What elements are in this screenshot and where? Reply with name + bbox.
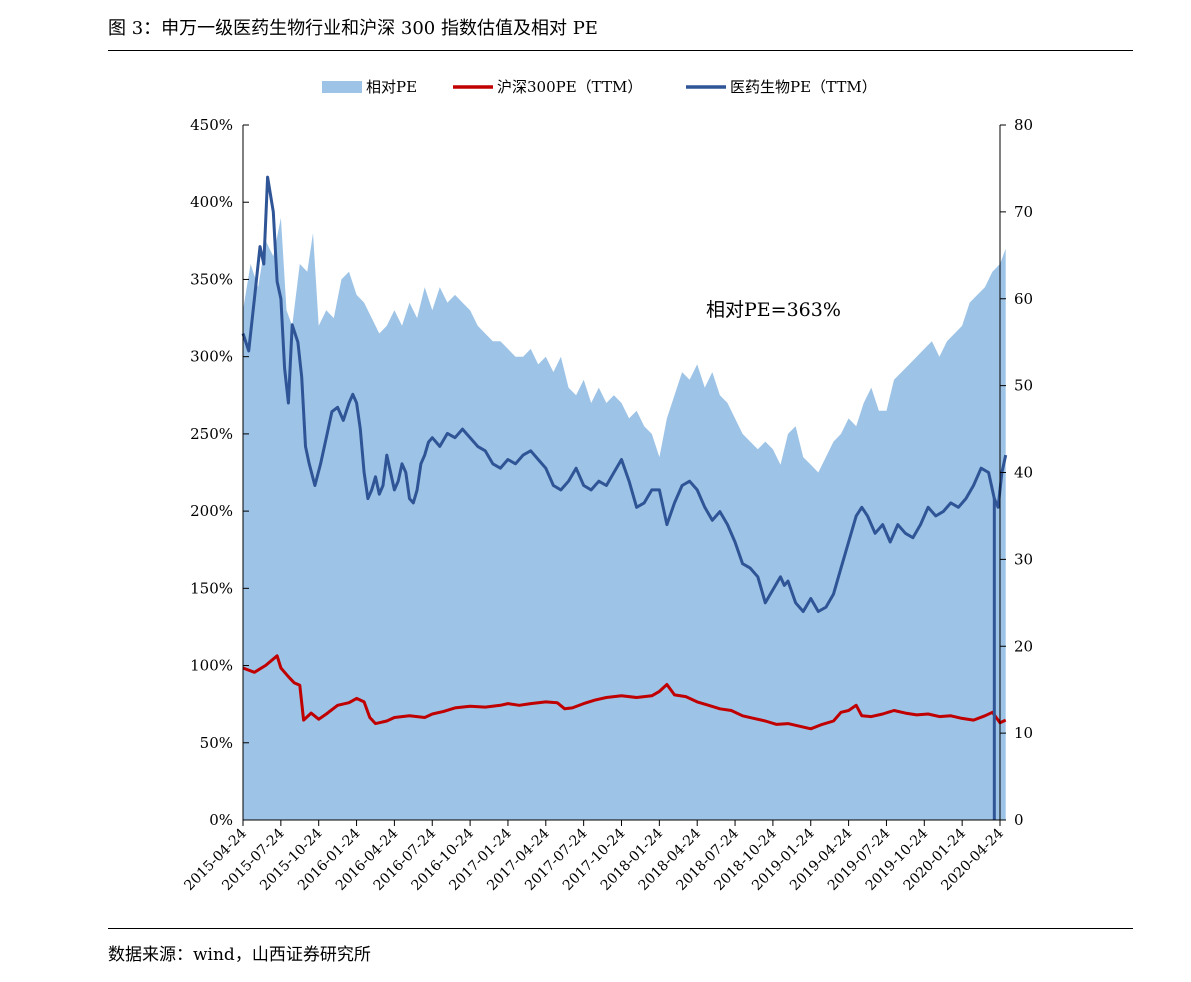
legend-label-pharma: 医药生物PE（TTM） bbox=[730, 78, 877, 96]
left-axis-ticks: 0% 50% 100% 150% 200% 250% 300% 350% 400% 450% bbox=[190, 116, 249, 829]
right-axis-tick-label: 20 bbox=[1014, 637, 1033, 655]
right-axis-tick-label: 40 bbox=[1014, 464, 1033, 482]
series-area-relative-pe bbox=[243, 217, 1006, 820]
legend-label-hs300: 沪深300PE（TTM） bbox=[497, 78, 642, 96]
right-axis-tick-label: 10 bbox=[1014, 724, 1033, 742]
left-axis-tick-label: 350% bbox=[190, 270, 233, 288]
series-line-pharma bbox=[241, 175, 1008, 613]
right-axis-tick-label: 70 bbox=[1014, 203, 1033, 221]
top-rule bbox=[108, 50, 1133, 51]
source-note: 数据来源：wind，山西证券研究所 bbox=[108, 945, 371, 965]
left-axis-tick-label: 200% bbox=[190, 502, 233, 520]
x-axis-ticks: 2015-04-242015-07-242015-10-242016-01-24… bbox=[181, 820, 1007, 894]
right-axis-tick-label: 0 bbox=[1014, 811, 1024, 829]
left-axis-tick-label: 50% bbox=[200, 734, 233, 752]
left-axis-tick-label: 0% bbox=[209, 811, 233, 829]
left-axis-tick-label: 450% bbox=[190, 116, 233, 134]
left-axis-tick-label: 100% bbox=[190, 657, 233, 675]
legend-label-relative-pe: 相对PE bbox=[366, 78, 417, 96]
right-axis-ticks: 0 10 20 30 40 50 60 70 80 bbox=[1000, 116, 1033, 829]
legend-swatch-relative-pe bbox=[322, 81, 362, 93]
plot-area bbox=[241, 175, 1008, 820]
left-axis-tick-label: 250% bbox=[190, 425, 233, 443]
left-axis-tick-label: 400% bbox=[190, 193, 233, 211]
series-line-hs300 bbox=[242, 654, 1007, 731]
chart-annotation: 相对PE=363% bbox=[706, 299, 841, 321]
left-axis-tick-label: 300% bbox=[190, 348, 233, 366]
right-axis-tick-label: 30 bbox=[1014, 550, 1033, 568]
right-axis-tick-label: 50 bbox=[1014, 377, 1033, 395]
right-axis-tick-label: 60 bbox=[1014, 290, 1033, 308]
legend: 相对PE 沪深300PE（TTM） 医药生物PE（TTM） bbox=[322, 78, 877, 96]
figure-title: 图 3：申万一级医药生物行业和沪深 300 指数估值及相对 PE bbox=[108, 18, 598, 39]
bottom-rule bbox=[108, 928, 1133, 929]
left-axis-tick-label: 150% bbox=[190, 579, 233, 597]
right-axis-tick-label: 80 bbox=[1014, 116, 1033, 134]
